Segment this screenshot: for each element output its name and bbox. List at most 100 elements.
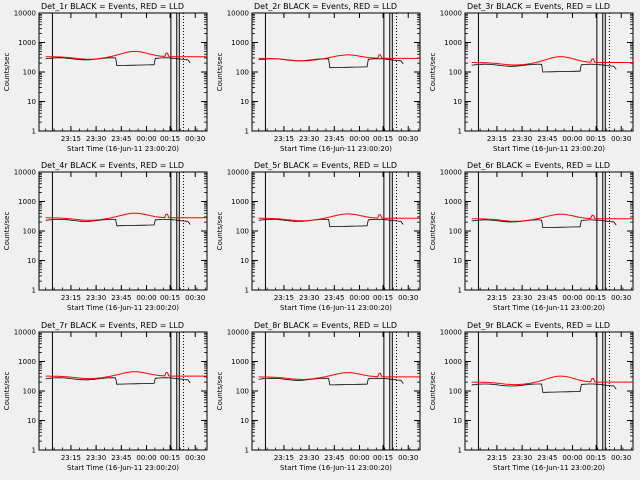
x-axis-label: Start Time (16-Jun-11 23:00:20): [493, 464, 605, 472]
y-tick-label: 1: [458, 447, 462, 455]
y-tick-label: 10000: [440, 10, 462, 18]
events-series-line: [471, 383, 617, 393]
chart-panel-9: Det_9r BLACK = Events, RED = LLD Counts/s…: [429, 321, 634, 472]
plot-frame: [464, 171, 634, 291]
events-series-line: [258, 218, 404, 228]
lld-series-line: [471, 56, 633, 66]
chart-title: Det_3r BLACK = Events, RED = LLD: [467, 2, 610, 11]
y-tick-label: 1: [245, 447, 249, 455]
x-tick-label: 23:45: [111, 454, 131, 462]
x-tick-label: 23:45: [111, 135, 131, 143]
y-tick-label: 1: [458, 287, 462, 295]
x-tick-label: 23:45: [537, 294, 557, 302]
x-tick-label: 23:15: [61, 135, 81, 143]
x-tick-label: 00:15: [160, 454, 180, 462]
y-tick-label: 10000: [14, 169, 36, 177]
y-axis-label: Counts/sec: [429, 372, 437, 411]
chart-title: Det_9r BLACK = Events, RED = LLD: [467, 321, 610, 330]
y-tick-label: 100: [236, 388, 249, 396]
plot-frame: [464, 331, 634, 451]
x-axis-label: Start Time (16-Jun-11 23:00:20): [280, 304, 392, 312]
y-tick-label: 1000: [231, 39, 249, 47]
y-tick-label: 100: [236, 69, 249, 77]
x-tick-label: 00:00: [136, 294, 156, 302]
x-tick-label: 23:30: [512, 294, 532, 302]
x-tick-label: 00:30: [398, 135, 418, 143]
x-tick-label: 00:15: [586, 294, 606, 302]
y-tick-label: 10000: [227, 10, 249, 18]
y-tick-label: 1000: [231, 358, 249, 366]
chart-panel-2: Det_2r BLACK = Events, RED = LLD Counts/s…: [216, 2, 421, 153]
events-series-line: [258, 377, 404, 386]
chart-title: Det_8r BLACK = Events, RED = LLD: [254, 321, 397, 330]
x-tick-label: 00:30: [611, 454, 631, 462]
y-tick-label: 10000: [227, 169, 249, 177]
y-tick-label: 1: [32, 287, 36, 295]
y-tick-label: 10: [240, 417, 249, 425]
events-series-line: [45, 377, 191, 385]
y-axis-label: Counts/sec: [216, 53, 224, 92]
x-tick-label: 00:15: [160, 135, 180, 143]
y-tick-label: 100: [23, 388, 36, 396]
x-tick-label: 23:15: [274, 294, 294, 302]
chart-title: Det_1r BLACK = Events, RED = LLD: [41, 2, 184, 11]
x-axis-label: Start Time (16-Jun-11 23:00:20): [280, 464, 392, 472]
x-axis-label: Start Time (16-Jun-11 23:00:20): [67, 304, 179, 312]
lld-series-line: [471, 213, 633, 222]
x-tick-label: 00:00: [562, 135, 582, 143]
events-series-line: [471, 219, 617, 228]
x-tick-label: 00:15: [160, 294, 180, 302]
x-tick-label: 23:45: [324, 454, 344, 462]
x-tick-label: 23:15: [274, 454, 294, 462]
y-axis-label: Counts/sec: [3, 372, 11, 411]
plot-frame: [464, 12, 634, 132]
chart-panel-5: Det_5r BLACK = Events, RED = LLD Counts/s…: [216, 161, 421, 312]
x-tick-label: 00:15: [586, 135, 606, 143]
lld-series-line: [45, 371, 207, 380]
x-axis-label: Start Time (16-Jun-11 23:00:20): [67, 464, 179, 472]
x-tick-label: 00:30: [611, 135, 631, 143]
x-tick-label: 23:45: [111, 294, 131, 302]
y-tick-label: 100: [449, 228, 462, 236]
x-tick-label: 23:15: [487, 294, 507, 302]
y-tick-label: 10000: [227, 329, 249, 337]
chart-panel-8: Det_8r BLACK = Events, RED = LLD Counts/s…: [216, 321, 421, 472]
plot-frame: [38, 12, 208, 132]
y-tick-label: 1000: [444, 198, 462, 206]
y-tick-label: 100: [236, 228, 249, 236]
plot-frame: [38, 171, 208, 291]
y-tick-label: 10000: [14, 10, 36, 18]
y-axis-label: Counts/sec: [216, 372, 224, 411]
x-tick-label: 23:45: [537, 454, 557, 462]
x-tick-label: 00:30: [398, 294, 418, 302]
lld-series-line: [45, 212, 207, 221]
y-tick-label: 1000: [444, 39, 462, 47]
y-tick-label: 1: [245, 287, 249, 295]
events-series-line: [471, 63, 617, 73]
chart-title: Det_2r BLACK = Events, RED = LLD: [254, 2, 397, 11]
x-tick-label: 23:45: [324, 294, 344, 302]
lld-series-line: [258, 372, 420, 380]
x-tick-label: 23:30: [86, 294, 106, 302]
x-tick-label: 00:30: [185, 294, 205, 302]
x-tick-label: 23:15: [487, 135, 507, 143]
events-series-line: [45, 57, 191, 67]
x-tick-label: 00:00: [136, 454, 156, 462]
y-tick-label: 10: [27, 98, 36, 106]
x-tick-label: 00:00: [562, 454, 582, 462]
y-tick-label: 100: [23, 69, 36, 77]
chart-title: Det_6r BLACK = Events, RED = LLD: [467, 161, 610, 170]
y-tick-label: 10000: [440, 169, 462, 177]
plot-frame: [251, 331, 421, 451]
x-tick-label: 23:30: [512, 454, 532, 462]
y-tick-label: 1000: [231, 198, 249, 206]
events-series-line: [45, 218, 191, 227]
y-tick-label: 1: [245, 128, 249, 136]
x-tick-label: 23:30: [299, 294, 319, 302]
lld-series-line: [471, 375, 633, 386]
x-tick-label: 00:15: [373, 454, 393, 462]
chart-title: Det_7r BLACK = Events, RED = LLD: [41, 321, 184, 330]
y-tick-label: 10: [27, 417, 36, 425]
y-tick-label: 10: [453, 98, 462, 106]
